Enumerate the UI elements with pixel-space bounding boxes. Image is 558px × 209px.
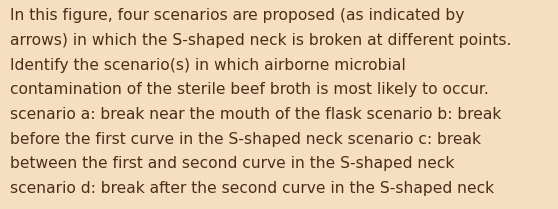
- Text: before the first curve in the S-shaped neck scenario c: break: before the first curve in the S-shaped n…: [10, 132, 481, 147]
- Text: scenario a: break near the mouth of the flask scenario b: break: scenario a: break near the mouth of the …: [10, 107, 502, 122]
- Text: scenario d: break after the second curve in the S-shaped neck: scenario d: break after the second curve…: [10, 181, 494, 196]
- Text: In this figure, four scenarios are proposed (as indicated by: In this figure, four scenarios are propo…: [10, 8, 464, 23]
- Text: arrows) in which the S-shaped neck is broken at different points.: arrows) in which the S-shaped neck is br…: [10, 33, 512, 48]
- Text: contamination of the sterile beef broth is most likely to occur.: contamination of the sterile beef broth …: [10, 82, 489, 97]
- Text: Identify the scenario(s) in which airborne microbial: Identify the scenario(s) in which airbor…: [10, 58, 406, 73]
- Text: between the first and second curve in the S-shaped neck: between the first and second curve in th…: [10, 156, 454, 171]
